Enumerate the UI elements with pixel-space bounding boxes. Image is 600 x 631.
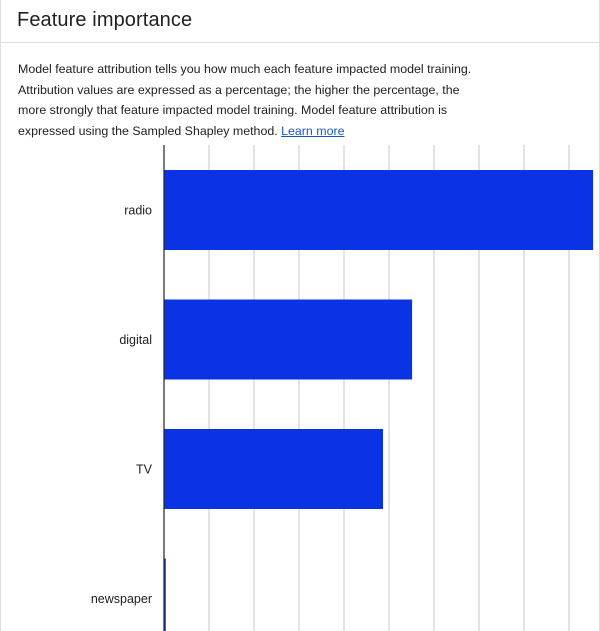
bar-newspaper[interactable] xyxy=(164,558,166,631)
category-label-newspaper: newspaper xyxy=(91,592,152,606)
panel-title: Feature importance xyxy=(17,9,193,31)
description-text: Model feature attribution tells you how … xyxy=(18,62,472,138)
bar-digital[interactable] xyxy=(164,299,413,380)
chart-bars xyxy=(164,170,594,631)
learn-more-link[interactable]: Learn more xyxy=(281,123,345,138)
feature-attribution-description: Model feature attribution tells you how … xyxy=(18,59,488,141)
chart-category-labels: radio digital TV newspaper xyxy=(91,204,153,607)
category-label-tv: TV xyxy=(136,463,153,477)
category-label-digital: digital xyxy=(119,333,152,347)
bar-radio[interactable] xyxy=(164,170,594,250)
panel-header: Feature importance xyxy=(1,0,599,43)
bar-tv[interactable] xyxy=(164,429,384,509)
category-label-radio: radio xyxy=(124,204,152,218)
